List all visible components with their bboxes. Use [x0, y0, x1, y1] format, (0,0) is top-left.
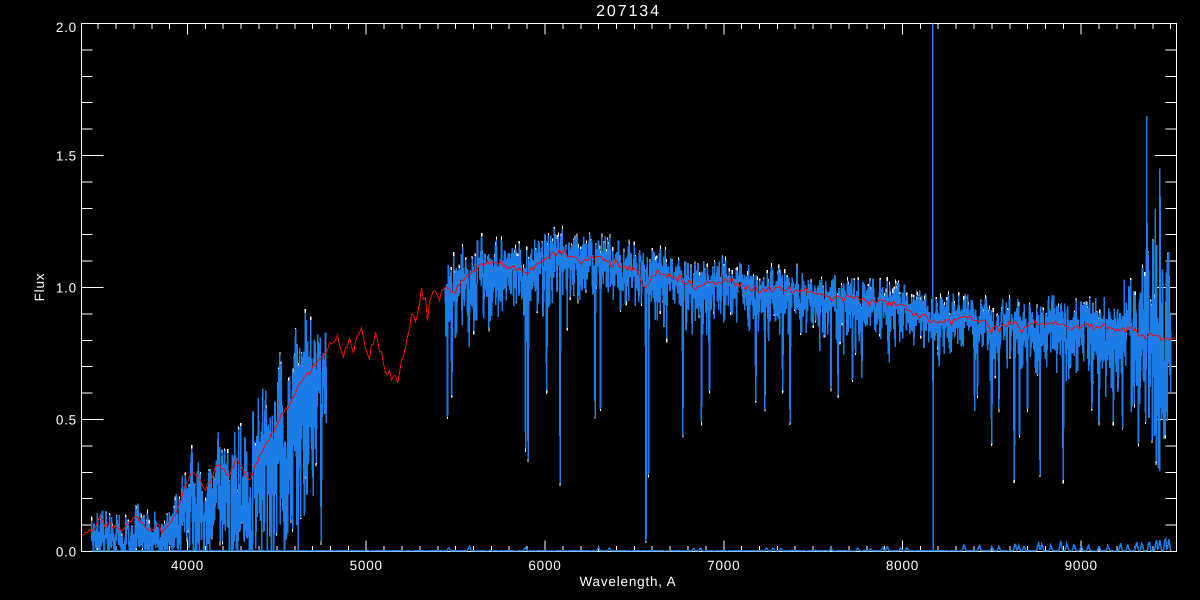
svg-text:0.5: 0.5	[56, 413, 77, 428]
svg-text:8000: 8000	[886, 558, 919, 573]
svg-text:Flux: Flux	[32, 273, 47, 302]
svg-text:Wavelength, A: Wavelength, A	[580, 574, 677, 589]
svg-text:1.5: 1.5	[56, 149, 77, 164]
svg-text:0.0: 0.0	[56, 545, 77, 560]
svg-text:5000: 5000	[350, 558, 383, 573]
svg-text:207134: 207134	[596, 3, 661, 20]
svg-text:9000: 9000	[1065, 558, 1098, 573]
svg-text:1.0: 1.0	[56, 281, 77, 296]
svg-text:2.0: 2.0	[56, 20, 77, 35]
svg-text:7000: 7000	[707, 558, 740, 573]
svg-text:6000: 6000	[528, 558, 561, 573]
svg-text:4000: 4000	[171, 558, 204, 573]
